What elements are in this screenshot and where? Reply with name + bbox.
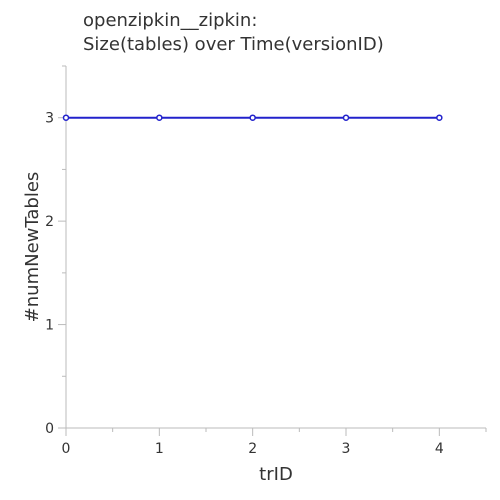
data-point [342, 114, 350, 121]
x-tick-label: 4 [435, 441, 444, 457]
y-tick-label: 1 [45, 318, 54, 334]
x-tick-label: 2 [248, 441, 257, 457]
data-point [249, 114, 256, 121]
y-axis-title: #numNewTables [22, 172, 43, 323]
chart-title-line-1: openzipkin__zipkin: [83, 10, 257, 31]
data-point [62, 114, 70, 121]
x-axis-title: trID [259, 464, 293, 485]
x-tick-label: 3 [342, 441, 351, 457]
y-axis-ticks: 0 1 2 3 [45, 65, 66, 437]
x-tick-label: 0 [62, 441, 71, 457]
chart-title: openzipkin__zipkin: Size(tables) over Ti… [83, 10, 384, 55]
x-axis-ticks: 0 1 2 3 4 [62, 428, 487, 457]
y-tick-label: 2 [45, 214, 54, 230]
series-layer [62, 114, 443, 121]
data-point [156, 114, 163, 121]
chart-title-line-2: Size(tables) over Time(versionID) [83, 34, 384, 55]
x-tick-label: 1 [155, 441, 164, 457]
data-point [436, 114, 443, 121]
y-tick-label: 3 [45, 111, 54, 127]
y-tick-label: 0 [45, 421, 54, 437]
